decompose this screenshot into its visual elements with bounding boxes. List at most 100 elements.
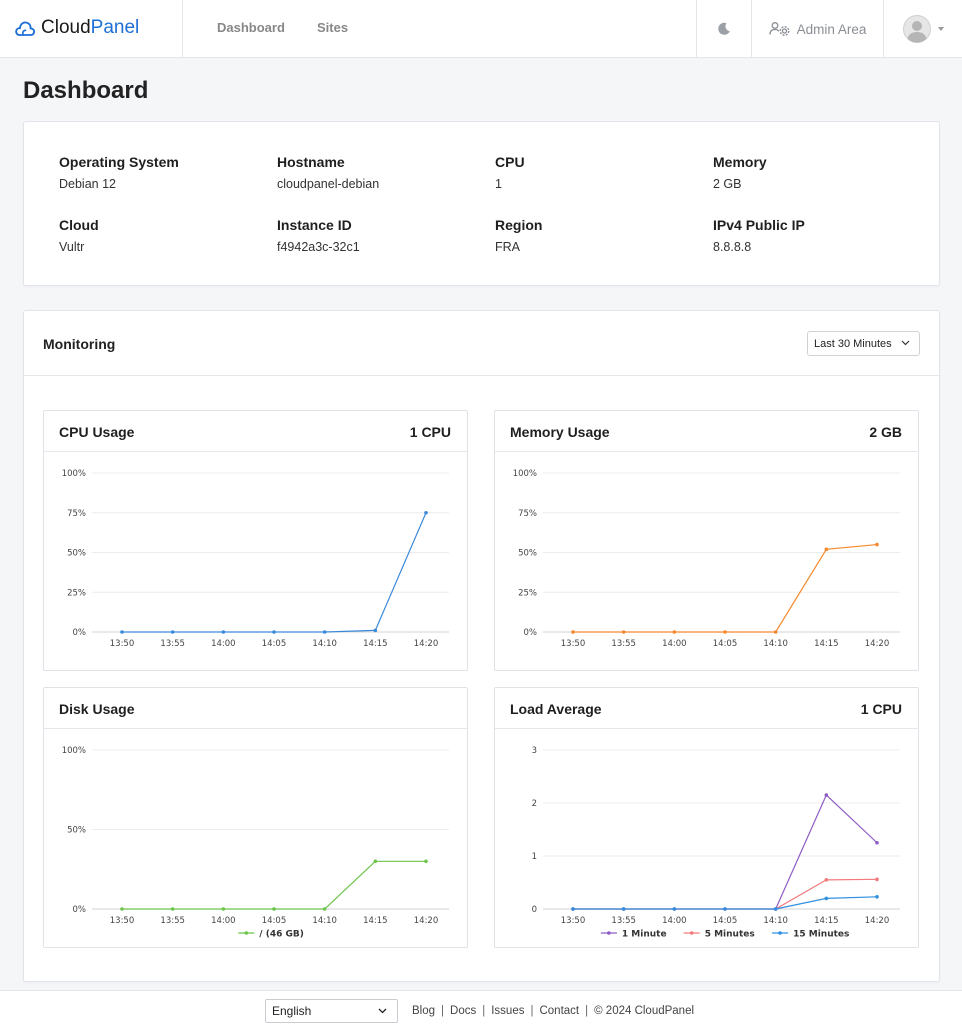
data-point (120, 630, 124, 634)
footer-link-issues[interactable]: Issues (491, 1005, 525, 1017)
header-divider (182, 0, 183, 58)
footer-links: Blog | Docs | Issues | Contact | © 2024 CloudPan… (412, 1005, 694, 1017)
link-separator: | (530, 1005, 534, 1017)
chevron-down-icon (937, 27, 944, 31)
info-label: CPU (495, 154, 525, 170)
y-tick-label: 25% (67, 588, 86, 598)
x-tick-label: 14:05 (262, 639, 287, 649)
info-hostname: Hostname cloudpanel-debian (277, 154, 379, 191)
data-point (824, 547, 829, 552)
y-tick-label: 0% (524, 628, 538, 638)
theme-toggle-button[interactable] (697, 0, 751, 58)
info-value: 1 (495, 177, 502, 191)
y-tick-label: 3 (532, 746, 537, 756)
data-point (373, 859, 378, 864)
x-tick-label: 14:20 (414, 916, 439, 926)
data-point (723, 630, 727, 634)
language-select[interactable]: English (265, 999, 398, 1023)
data-point (424, 510, 428, 515)
nav-sites-link[interactable]: Sites (317, 20, 349, 35)
legend-swatch-dot (689, 931, 694, 935)
info-label: IPv4 Public IP (713, 217, 805, 233)
data-point (322, 907, 327, 911)
y-tick-label: 75% (518, 509, 537, 519)
series-line (573, 543, 878, 633)
info-operating-system: Operating System Debian 12 (59, 154, 179, 191)
legend-label: 15 Minutes (793, 930, 849, 940)
data-point (672, 907, 677, 911)
info-label: Operating System (59, 154, 179, 170)
time-range-select[interactable]: Last 30 Minutes (807, 331, 920, 356)
server-info-card: Operating System Debian 12 Hostname clou… (23, 121, 940, 286)
y-tick-label: 0% (73, 628, 87, 638)
x-tick-label: 14:00 (662, 639, 687, 649)
x-tick-label: 13:50 (110, 639, 135, 649)
data-point (824, 793, 829, 797)
y-tick-label: 0% (73, 905, 87, 915)
moon-icon (718, 22, 730, 35)
legend-swatch-dot (778, 931, 782, 935)
data-point (170, 630, 175, 634)
monitoring-divider (24, 375, 939, 376)
x-tick-label: 13:50 (110, 916, 135, 926)
info-value: f4942a3c-32c1 (277, 240, 360, 254)
chart-header: CPU Usage 1 CPU (44, 411, 467, 452)
header-divider (696, 0, 697, 58)
x-tick-label: 14:20 (414, 639, 439, 649)
cloudpanel-logo[interactable]: Cloud Panel (14, 14, 139, 42)
info-ipv4: IPv4 Public IP 8.8.8.8 (713, 217, 805, 254)
chart-title: CPU Usage (59, 424, 135, 440)
link-separator: | (585, 1005, 589, 1017)
x-tick-label: 13:55 (160, 916, 185, 926)
memory-usage-chart: 0% 25% 50% 75% 100% 13:50 13:55 14:00 14:05 14:10… (513, 469, 900, 649)
nav-dashboard-link[interactable]: Dashboard (217, 20, 285, 35)
monitoring-card: Monitoring Last 30 Minutes CPU Usage 1 C… (23, 310, 940, 982)
data-point (875, 840, 879, 845)
x-tick-label: 14:10 (763, 639, 788, 649)
series-line (573, 878, 878, 910)
y-tick-label: 0 (532, 905, 537, 915)
series-line (573, 794, 878, 910)
chart-meta: 2 GB (869, 424, 902, 440)
chart-title: Load Average (510, 701, 602, 717)
info-label: Region (495, 217, 543, 233)
legend-label: / (46 GB) (259, 930, 304, 940)
x-tick-label: 14:15 (814, 639, 839, 649)
info-label: Hostname (277, 154, 345, 170)
info-value: Vultr (59, 240, 85, 254)
user-menu-button[interactable] (884, 0, 962, 58)
time-range-value: Last 30 Minutes (814, 337, 892, 350)
admin-area-button[interactable]: Admin Area (752, 0, 883, 58)
info-value: 2 GB (713, 177, 742, 191)
info-instance-id: Instance ID f4942a3c-32c1 (277, 217, 360, 254)
monitoring-title: Monitoring (43, 336, 116, 352)
info-label: Memory (713, 154, 767, 170)
footer-link-contact[interactable]: Contact (539, 1005, 580, 1017)
data-point (773, 907, 778, 911)
data-point (120, 907, 124, 911)
x-tick-label: 14:05 (713, 916, 738, 926)
x-tick-label: 14:20 (865, 639, 890, 649)
x-tick-label: 14:15 (363, 916, 388, 926)
legend-label: 1 Minute (622, 930, 667, 940)
brand-name-panel: Panel (90, 17, 140, 38)
legend-swatch-dot (607, 931, 611, 935)
cpu-usage-chart: 0% 25% 50% 75% 100% 13:50 13:55 14:00 14:05 14:10… (62, 469, 449, 649)
data-point (723, 907, 727, 911)
info-region: Region FRA (495, 217, 542, 254)
y-tick-label: 2 (532, 799, 537, 809)
x-tick-label: 14:05 (262, 916, 287, 926)
data-point (824, 896, 829, 901)
admin-area-label: Admin Area (796, 21, 867, 37)
chart-meta: 1 CPU (409, 424, 451, 440)
footer-link-docs[interactable]: Docs (450, 1005, 477, 1017)
cloud-logo-icon (15, 21, 35, 36)
data-point (875, 542, 879, 547)
info-label: Cloud (59, 217, 99, 233)
data-point (621, 907, 626, 911)
data-point (221, 907, 226, 911)
link-separator: | (441, 1005, 445, 1017)
data-point (773, 630, 778, 634)
footer-link-blog[interactable]: Blog (412, 1005, 436, 1017)
x-tick-label: 13:50 (561, 916, 586, 926)
